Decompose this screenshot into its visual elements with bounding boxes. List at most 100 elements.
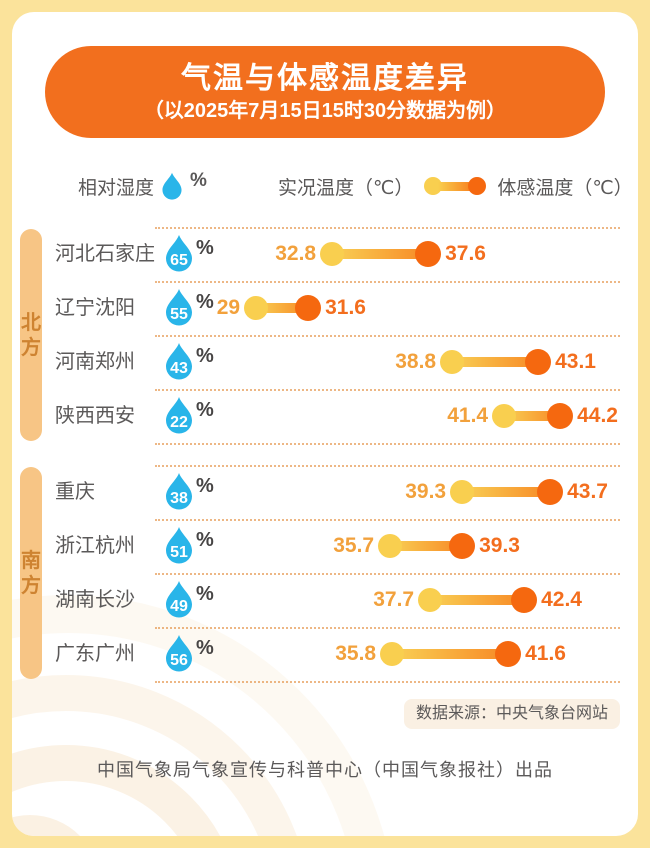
actual-temp-value: 32.8 [275, 242, 317, 265]
dotted-divider [155, 443, 620, 445]
dotted-divider [155, 681, 620, 683]
actual-temp-dot [244, 296, 269, 320]
feels-like-dot [525, 349, 552, 375]
dumbbell-bar [390, 541, 463, 551]
city-label: 湖南长沙 [55, 589, 135, 611]
city-label: 辽宁沈阳 [55, 297, 135, 319]
dotted-divider [155, 465, 620, 467]
actual-temp-dot [320, 242, 345, 266]
percent-sign: % [196, 237, 214, 259]
group-label-char: 南 [21, 549, 41, 572]
group-bar: 北方 [20, 229, 42, 441]
dumbbell-bar [462, 487, 551, 497]
dotted-divider [155, 335, 620, 337]
humidity-value: 22 [170, 414, 188, 431]
actual-temp-dot [378, 534, 403, 558]
dotted-divider [155, 519, 620, 521]
title-banner: 气温与体感温度差异 （以2025年7月15日15时30分数据为例） [45, 46, 605, 138]
feels-like-value: 41.6 [525, 642, 566, 665]
water-drop-icon [162, 172, 182, 200]
city-label: 河南郑州 [55, 351, 135, 373]
humidity-drop-icon: 55 [164, 288, 194, 326]
humidity-legend-label: 相对湿度 [78, 177, 155, 199]
actual-temp-value: 29 [216, 296, 241, 319]
feels-like-dot [449, 533, 476, 559]
group-label-char: 方 [21, 574, 41, 597]
feels-like-legend-label: 体感温度（℃） [497, 177, 633, 199]
humidity-drop-icon: 49 [164, 580, 194, 618]
actual-temp-dot [492, 404, 517, 428]
dumbbell-bar [452, 357, 539, 367]
humidity-drop-icon: 43 [164, 342, 194, 380]
dotted-divider [155, 627, 620, 629]
feels-like-dot [547, 403, 574, 429]
feels-like-value: 44.2 [577, 404, 618, 427]
infographic-card: 气温与体感温度差异 （以2025年7月15日15时30分数据为例） 相对湿度 %… [12, 12, 638, 836]
ring-decoration [12, 815, 100, 836]
humidity-drop-icon: 38 [164, 472, 194, 510]
humidity-value: 65 [170, 252, 188, 269]
credit-text: 中国气象局气象宣传与科普中心（中国气象报社）出品 [97, 760, 553, 780]
humidity-value: 55 [170, 306, 188, 323]
feels-like-value: 43.7 [567, 480, 608, 503]
percent-sign: % [196, 291, 214, 313]
feels-like-value: 37.6 [445, 242, 486, 265]
percent-sign: % [196, 529, 214, 551]
percent-sign: % [196, 637, 214, 659]
percent-sign: % [196, 583, 214, 605]
percent-sign: % [196, 399, 214, 421]
actual-temp-value: 35.8 [335, 642, 377, 665]
temperature-legend: 实况温度（℃） 体感温度（℃） [278, 164, 633, 208]
city-label: 重庆 [55, 481, 95, 503]
city-label: 河北石家庄 [55, 243, 155, 265]
dumbbell-bar [392, 649, 509, 659]
legend-dumbbell-icon [424, 177, 487, 195]
city-label: 广东广州 [55, 643, 135, 665]
dotted-divider [155, 573, 620, 575]
feels-like-value: 39.3 [479, 534, 520, 557]
city-label: 浙江杭州 [55, 535, 135, 557]
group-label-char: 方 [21, 336, 41, 359]
actual-temp-dot [450, 480, 475, 504]
feels-like-dot [495, 641, 522, 667]
percent-sign: % [196, 345, 214, 367]
humidity-drop-icon: 22 [164, 396, 194, 434]
group-bar: 南方 [20, 467, 42, 679]
feels-like-dot [537, 479, 564, 505]
humidity-drop-icon: 65 [164, 234, 194, 272]
dotted-divider [155, 281, 620, 283]
humidity-value: 56 [170, 652, 188, 669]
feels-like-value: 31.6 [325, 296, 366, 319]
page-title: 气温与体感温度差异 [181, 61, 469, 95]
actual-temp-value: 38.8 [395, 350, 437, 373]
humidity-value: 38 [170, 490, 188, 507]
dumbbell-bar [504, 411, 561, 421]
actual-temp-value: 39.3 [405, 480, 447, 503]
actual-temp-value: 37.7 [373, 588, 415, 611]
humidity-drop-icon: 56 [164, 634, 194, 672]
actual-temp-legend-label: 实况温度（℃） [278, 177, 414, 199]
dumbbell-bar [256, 303, 309, 313]
feels-like-dot [511, 587, 538, 613]
feels-like-value: 43.1 [555, 350, 596, 373]
actual-temp-value: 41.4 [447, 404, 489, 427]
feels-like-value: 42.4 [541, 588, 582, 611]
humidity-drop-icon: 51 [164, 526, 194, 564]
humidity-value: 51 [170, 544, 188, 561]
dotted-divider [155, 389, 620, 391]
percent-sign: % [196, 475, 214, 497]
feels-like-dot [295, 295, 322, 321]
humidity-legend: 相对湿度 % [78, 164, 207, 208]
city-label: 陕西西安 [55, 405, 135, 427]
humidity-unit-label: % [190, 170, 207, 191]
actual-temp-dot [440, 350, 465, 374]
group-label-char: 北 [21, 311, 41, 334]
feels-like-dot [415, 241, 442, 267]
ring-decoration [12, 595, 396, 836]
data-source-badge: 数据来源：中央气象台网站 [403, 699, 620, 729]
actual-temp-dot [418, 588, 443, 612]
dumbbell-bar [430, 595, 525, 605]
humidity-value: 49 [170, 598, 188, 615]
dotted-divider [155, 227, 620, 229]
